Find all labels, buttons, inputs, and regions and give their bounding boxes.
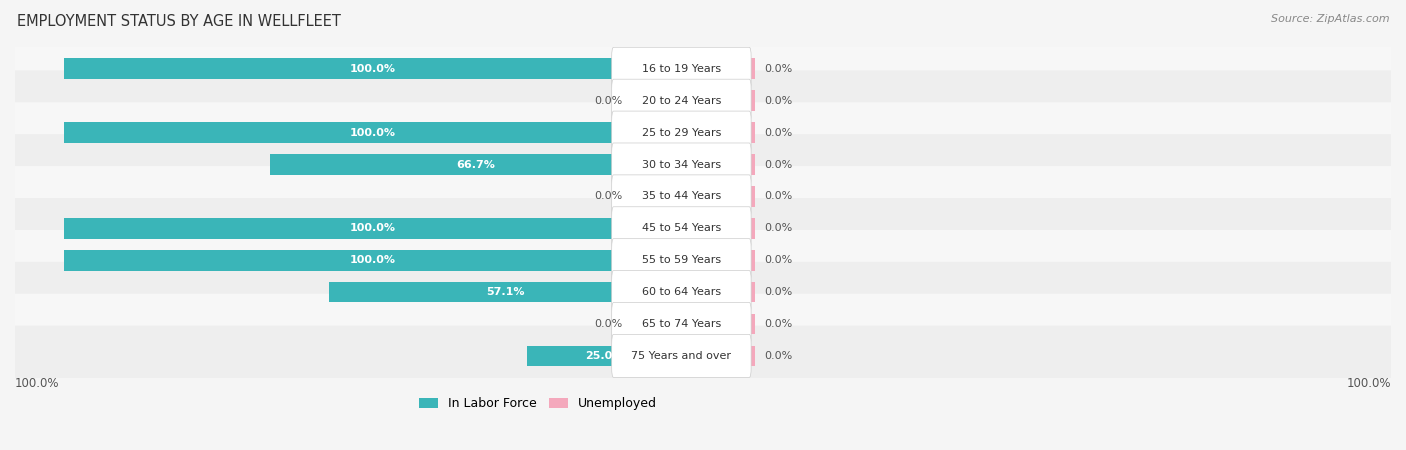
- FancyBboxPatch shape: [11, 198, 1395, 259]
- Bar: [682, 250, 755, 270]
- Text: 35 to 44 Years: 35 to 44 Years: [641, 191, 721, 202]
- Text: 0.0%: 0.0%: [765, 64, 793, 74]
- Bar: [633, 186, 682, 207]
- Bar: [65, 58, 682, 79]
- FancyBboxPatch shape: [612, 270, 751, 314]
- Text: EMPLOYMENT STATUS BY AGE IN WELLFLEET: EMPLOYMENT STATUS BY AGE IN WELLFLEET: [17, 14, 340, 28]
- Text: 25 to 29 Years: 25 to 29 Years: [641, 128, 721, 138]
- Bar: [527, 346, 682, 366]
- Bar: [65, 218, 682, 238]
- FancyBboxPatch shape: [11, 166, 1395, 227]
- Bar: [270, 154, 682, 175]
- Bar: [682, 154, 755, 175]
- Text: 20 to 24 Years: 20 to 24 Years: [641, 96, 721, 106]
- Bar: [682, 218, 755, 238]
- FancyBboxPatch shape: [11, 39, 1395, 99]
- Text: 0.0%: 0.0%: [595, 96, 623, 106]
- Text: 55 to 59 Years: 55 to 59 Years: [643, 255, 721, 265]
- Text: 45 to 54 Years: 45 to 54 Years: [641, 223, 721, 233]
- Text: 0.0%: 0.0%: [595, 191, 623, 202]
- Bar: [633, 90, 682, 111]
- Bar: [682, 282, 755, 302]
- Legend: In Labor Force, Unemployed: In Labor Force, Unemployed: [413, 392, 662, 415]
- FancyBboxPatch shape: [11, 230, 1395, 291]
- Text: 100.0%: 100.0%: [350, 255, 396, 265]
- Text: 0.0%: 0.0%: [765, 255, 793, 265]
- Bar: [682, 346, 755, 366]
- Text: 0.0%: 0.0%: [765, 319, 793, 329]
- Text: 0.0%: 0.0%: [765, 96, 793, 106]
- Bar: [682, 90, 755, 111]
- Text: 65 to 74 Years: 65 to 74 Years: [641, 319, 721, 329]
- Text: 100.0%: 100.0%: [350, 223, 396, 233]
- Text: 0.0%: 0.0%: [765, 191, 793, 202]
- Bar: [633, 314, 682, 334]
- Text: 0.0%: 0.0%: [765, 128, 793, 138]
- Bar: [682, 186, 755, 207]
- Bar: [65, 122, 682, 143]
- Text: 16 to 19 Years: 16 to 19 Years: [643, 64, 721, 74]
- FancyBboxPatch shape: [11, 294, 1395, 354]
- Bar: [65, 250, 682, 270]
- Text: 25.0%: 25.0%: [585, 351, 623, 361]
- Text: 0.0%: 0.0%: [765, 287, 793, 297]
- Text: 0.0%: 0.0%: [595, 319, 623, 329]
- Bar: [682, 58, 755, 79]
- Text: 0.0%: 0.0%: [765, 223, 793, 233]
- Bar: [329, 282, 682, 302]
- FancyBboxPatch shape: [11, 102, 1395, 163]
- FancyBboxPatch shape: [11, 262, 1395, 322]
- Text: 30 to 34 Years: 30 to 34 Years: [643, 159, 721, 170]
- FancyBboxPatch shape: [11, 326, 1395, 386]
- FancyBboxPatch shape: [612, 334, 751, 378]
- FancyBboxPatch shape: [11, 134, 1395, 195]
- Text: 100.0%: 100.0%: [15, 377, 59, 390]
- Bar: [682, 122, 755, 143]
- Text: 60 to 64 Years: 60 to 64 Years: [643, 287, 721, 297]
- Text: 100.0%: 100.0%: [350, 64, 396, 74]
- Text: 75 Years and over: 75 Years and over: [631, 351, 731, 361]
- FancyBboxPatch shape: [612, 111, 751, 154]
- FancyBboxPatch shape: [612, 47, 751, 90]
- Bar: [682, 314, 755, 334]
- FancyBboxPatch shape: [11, 70, 1395, 131]
- FancyBboxPatch shape: [612, 302, 751, 346]
- Text: 100.0%: 100.0%: [350, 128, 396, 138]
- Text: Source: ZipAtlas.com: Source: ZipAtlas.com: [1271, 14, 1389, 23]
- FancyBboxPatch shape: [612, 207, 751, 250]
- FancyBboxPatch shape: [612, 175, 751, 218]
- Text: 0.0%: 0.0%: [765, 351, 793, 361]
- Text: 0.0%: 0.0%: [765, 159, 793, 170]
- Text: 66.7%: 66.7%: [456, 159, 495, 170]
- Text: 100.0%: 100.0%: [1347, 377, 1391, 390]
- FancyBboxPatch shape: [612, 143, 751, 186]
- FancyBboxPatch shape: [612, 238, 751, 282]
- Text: 57.1%: 57.1%: [486, 287, 524, 297]
- FancyBboxPatch shape: [612, 79, 751, 122]
